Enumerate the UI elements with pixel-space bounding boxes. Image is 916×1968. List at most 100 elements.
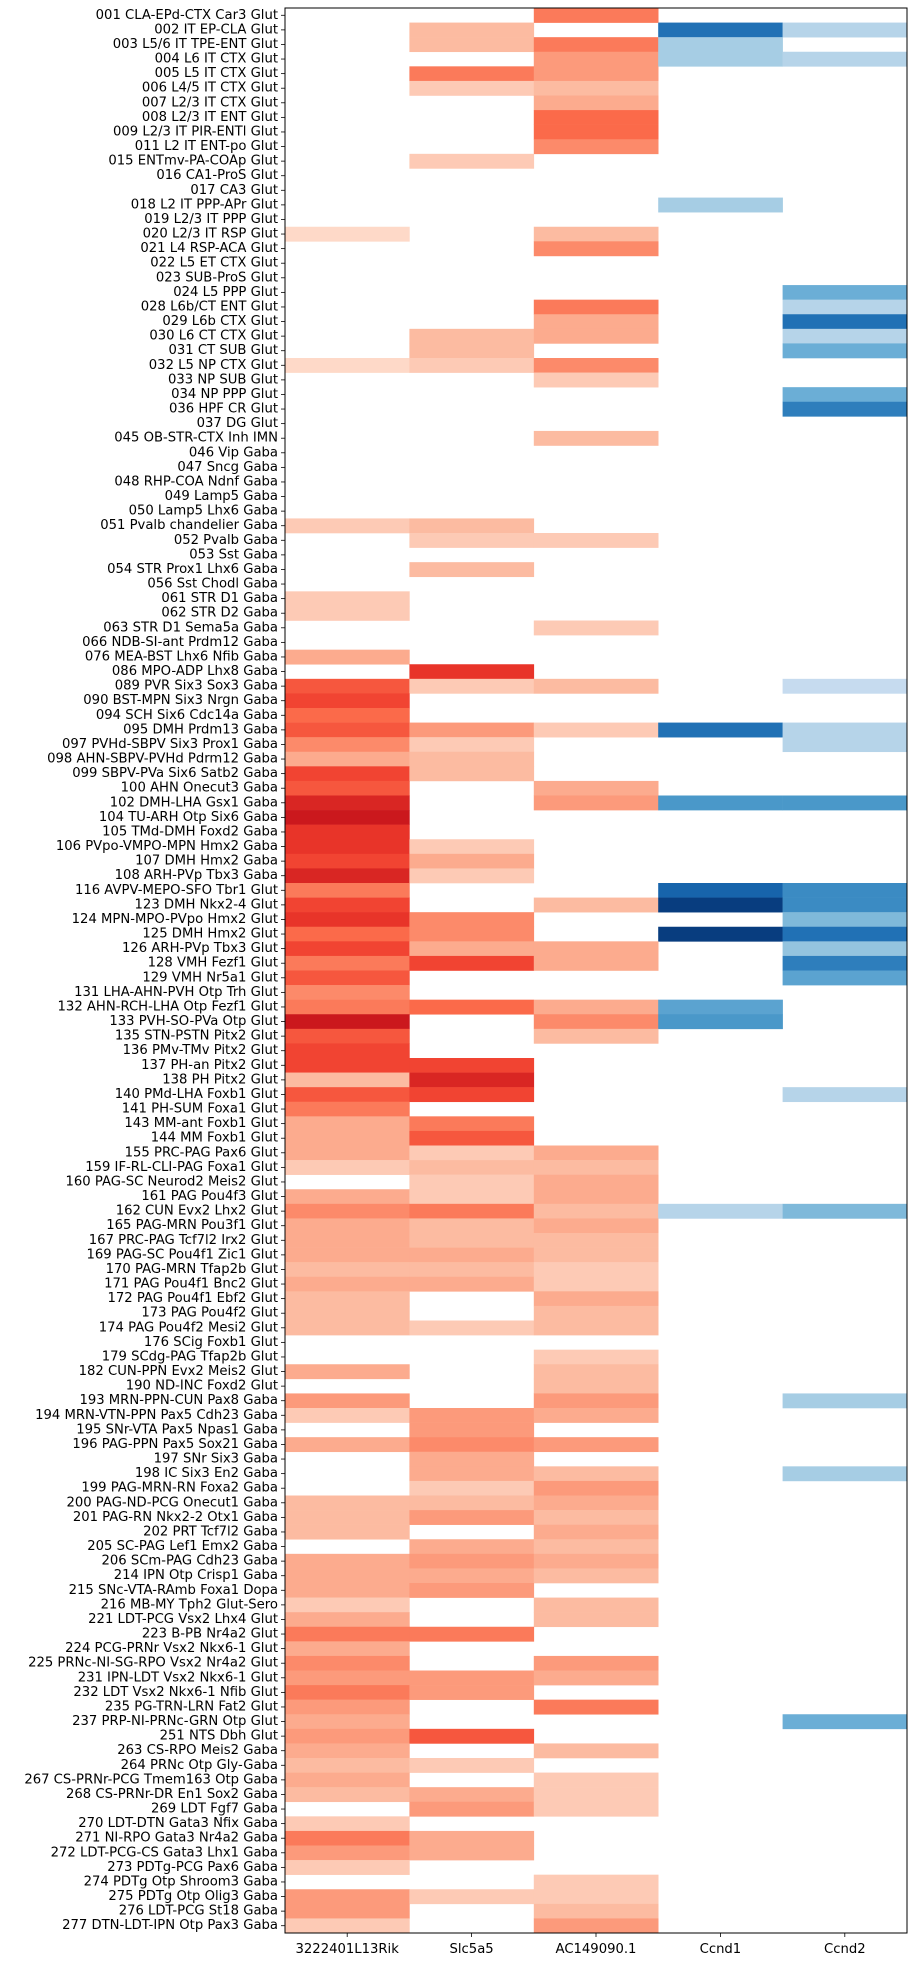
row-label: 199 PAG-MRN-RN Foxa2 Gaba [81, 1481, 278, 1496]
cell-007-ac149090-1 [533, 95, 659, 111]
cell-102-ccnd1 [658, 795, 783, 811]
row-label: 063 STR D1 Sema5a Gaba [103, 620, 278, 635]
row-label: 007 L2/3 IT CTX Glut [142, 95, 278, 110]
row-label: 032 L5 NP CTX Glut [149, 358, 278, 373]
cell-267-3222401l13rik [285, 1772, 410, 1788]
cell-029-ccnd2 [782, 314, 908, 330]
cell-138-3222401l13rik [285, 1072, 410, 1088]
row-label: 251 NTS Dbh Glut [160, 1729, 278, 1744]
cell-132-ac149090-1 [533, 999, 659, 1015]
row-label: 094 SCH Six6 Cdc14a Gaba [96, 708, 278, 723]
cell-174-slc5a5 [409, 1320, 535, 1336]
cell-095-ac149090-1 [533, 722, 659, 738]
cell-005-slc5a5 [409, 66, 535, 82]
cell-116-3222401l13rik [285, 883, 410, 898]
cell-020-3222401l13rik [285, 226, 410, 242]
cell-100-3222401l13rik [285, 780, 410, 796]
row-label: 015 ENTmv-PA-COAp Glut [108, 154, 278, 169]
cell-097-ccnd2 [782, 737, 908, 753]
cell-197-slc5a5 [409, 1451, 535, 1467]
row-label: 274 PDTg Otp Shroom3 Gaba [84, 1874, 278, 1889]
cell-215-slc5a5 [409, 1583, 535, 1598]
cell-160-ac149090-1 [533, 1174, 659, 1190]
cell-051-3222401l13rik [285, 518, 410, 534]
row-label: 202 PRT Tcf7l2 Gaba [143, 1524, 278, 1539]
cell-232-slc5a5 [409, 1685, 535, 1700]
row-label: 167 PRC-PAG Tcf7l2 Irx2 Glut [89, 1233, 278, 1248]
row-label: 031 CT SUB Glut [169, 343, 279, 358]
cell-206-3222401l13rik [285, 1553, 410, 1569]
cell-126-slc5a5 [409, 941, 535, 957]
row-label: 098 AHN-SBPV-PVHd Pdrm12 Gaba [47, 752, 278, 767]
cell-135-ac149090-1 [533, 1028, 659, 1044]
cell-143-3222401l13rik [285, 1116, 410, 1132]
column-label-slc5a5: Slc5a5 [450, 1942, 494, 1957]
row-label: 133 PVH-SO-PVa Otp Glut [109, 1014, 278, 1029]
cell-155-ac149090-1 [533, 1145, 659, 1161]
row-label: 100 AHN Onecut3 Gaba [121, 781, 278, 796]
cell-190-ac149090-1 [533, 1378, 659, 1394]
cell-170-slc5a5 [409, 1262, 535, 1278]
row-label: 048 RHP-COA Ndnf Gaba [114, 474, 278, 489]
row-label: 089 PVR Six3 Sox3 Gaba [115, 679, 278, 694]
cell-125-ccnd1 [658, 926, 783, 942]
cell-155-slc5a5 [409, 1145, 535, 1161]
cell-102-3222401l13rik [285, 795, 410, 811]
cell-143-slc5a5 [409, 1116, 535, 1132]
cell-133-3222401l13rik [285, 1014, 410, 1030]
cell-271-slc5a5 [409, 1830, 535, 1846]
cell-062-3222401l13rik [285, 605, 410, 621]
cell-076-3222401l13rik [285, 649, 410, 665]
cell-021-ac149090-1 [533, 241, 659, 257]
cell-268-ac149090-1 [533, 1787, 659, 1803]
cell-267-ac149090-1 [533, 1772, 659, 1788]
cell-215-3222401l13rik [285, 1583, 410, 1598]
row-label: 196 PAG-PPN Pax5 Sox21 Gaba [72, 1437, 278, 1452]
row-label: 138 PH Pitx2 Glut [162, 1072, 278, 1087]
cell-275-ac149090-1 [533, 1889, 659, 1905]
cell-008-ac149090-1 [533, 110, 659, 125]
cell-116-ccnd1 [658, 883, 783, 898]
cell-032-slc5a5 [409, 358, 535, 373]
cell-107-slc5a5 [409, 853, 535, 869]
cell-162-ccnd1 [658, 1203, 783, 1219]
cell-137-3222401l13rik [285, 1058, 410, 1073]
cell-099-3222401l13rik [285, 766, 410, 782]
row-label: 049 Lamp5 Gaba [165, 489, 278, 504]
cell-237-3222401l13rik [285, 1714, 410, 1730]
cell-159-slc5a5 [409, 1160, 535, 1175]
cell-131-3222401l13rik [285, 985, 410, 1000]
cell-089-ac149090-1 [533, 678, 659, 694]
cell-061-3222401l13rik [285, 591, 410, 607]
cell-108-slc5a5 [409, 868, 535, 884]
cell-231-slc5a5 [409, 1670, 535, 1686]
row-label: 125 DMH Hmx2 Glut [142, 927, 278, 942]
row-label: 270 LDT-DTN Gata3 Nfix Gaba [78, 1816, 278, 1831]
cell-165-ac149090-1 [533, 1218, 659, 1234]
cell-089-ccnd2 [782, 678, 908, 694]
cell-002-ccnd2 [782, 22, 908, 38]
row-label: 047 Sncg Gaba [177, 460, 278, 475]
cell-162-slc5a5 [409, 1203, 535, 1219]
cell-251-slc5a5 [409, 1728, 535, 1744]
row-label: 002 IT EP-CLA Glut [154, 22, 278, 37]
cell-030-ccnd2 [782, 328, 908, 344]
cell-165-slc5a5 [409, 1218, 535, 1234]
row-label: 033 NP SUB Glut [168, 372, 278, 387]
cell-133-ccnd1 [658, 1014, 783, 1030]
cell-161-slc5a5 [409, 1189, 535, 1205]
cell-002-slc5a5 [409, 22, 535, 38]
row-label: 206 SCm-PAG Cdh23 Gaba [101, 1554, 278, 1569]
cell-024-ccnd2 [782, 285, 908, 300]
cell-155-3222401l13rik [285, 1145, 410, 1161]
row-label: 198 IC Six3 En2 Gaba [135, 1466, 278, 1481]
row-label: 170 PAG-MRN Tfap2b Glut [106, 1262, 278, 1277]
cell-251-3222401l13rik [285, 1728, 410, 1744]
cell-263-3222401l13rik [285, 1743, 410, 1759]
row-label: 232 LDT Vsx2 Nkx6-1 Nfib Glut [73, 1685, 278, 1700]
cell-140-ccnd2 [782, 1087, 908, 1103]
row-label: 062 STR D2 Gaba [161, 606, 278, 621]
row-label: 197 SNr Six3 Gaba [154, 1452, 278, 1467]
cell-202-3222401l13rik [285, 1524, 410, 1540]
cell-098-3222401l13rik [285, 751, 410, 767]
